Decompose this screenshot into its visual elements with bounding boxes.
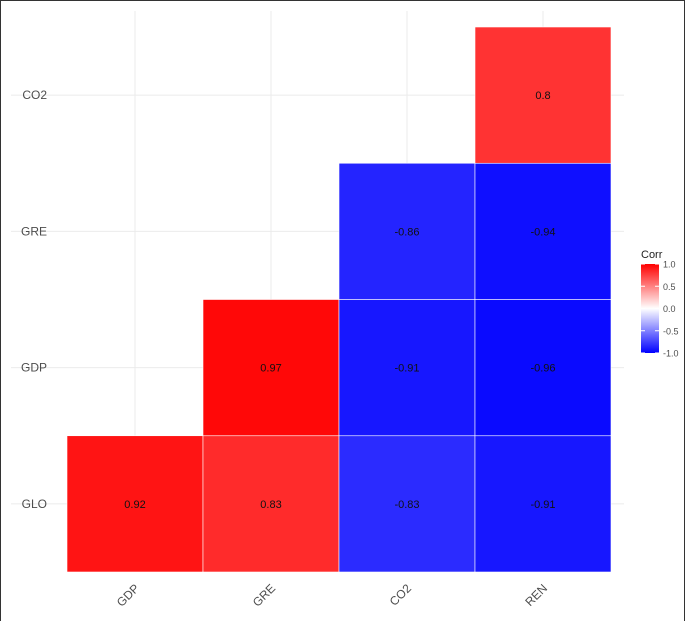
cell-label-co2-gre: -0.86 bbox=[394, 226, 419, 238]
cell-co2-gdp bbox=[338, 299, 476, 437]
legend-title: Corr bbox=[641, 249, 663, 261]
cell-co2-glo bbox=[338, 435, 476, 573]
cell-label-ren-co2: 0.8 bbox=[535, 90, 550, 102]
y-axis: GLO GDP GRE CO2 bbox=[21, 88, 47, 511]
heatmap-cells bbox=[66, 26, 612, 573]
cell-gre-glo bbox=[202, 435, 340, 573]
x-tick-label-gre: GRE bbox=[250, 581, 278, 609]
cell-labels: 0.92 0.83 -0.83 -0.91 0.97 -0.91 -0.96 -0.86 -0.… bbox=[124, 90, 555, 511]
y-tick-label-gdp: GDP bbox=[21, 361, 47, 375]
x-tick-label-gdp: GDP bbox=[114, 581, 142, 609]
legend-tick-label: -0.5 bbox=[663, 326, 679, 336]
cell-co2-gre bbox=[338, 162, 476, 300]
cell-gdp-glo bbox=[66, 435, 204, 573]
cell-label-ren-gdp: -0.96 bbox=[530, 363, 555, 375]
cell-label-ren-gre: -0.94 bbox=[530, 226, 555, 238]
cell-ren-co2 bbox=[474, 26, 612, 164]
legend-tick-label: -1.0 bbox=[663, 349, 679, 359]
x-tick-label-co2: CO2 bbox=[387, 581, 415, 609]
legend-ticks: 1.0 0.5 0.0 -0.5 -1.0 bbox=[641, 260, 679, 359]
cell-label-co2-glo: -0.83 bbox=[394, 499, 419, 511]
y-tick-label-gre: GRE bbox=[21, 224, 47, 238]
cell-ren-glo bbox=[474, 435, 612, 573]
legend: Corr 1.0 0.5 0.0 -0.5 -1.0 bbox=[641, 249, 679, 359]
cell-label-ren-glo: -0.91 bbox=[530, 499, 555, 511]
y-tick-label-co2: CO2 bbox=[22, 88, 47, 102]
cell-label-gdp-glo: 0.92 bbox=[124, 499, 145, 511]
cell-label-co2-gdp: -0.91 bbox=[394, 363, 419, 375]
legend-tick-label: 0.5 bbox=[663, 282, 676, 292]
y-tick-label-glo: GLO bbox=[22, 497, 47, 511]
cell-label-gre-glo: 0.83 bbox=[260, 499, 281, 511]
cell-label-gre-gdp: 0.97 bbox=[260, 363, 281, 375]
cell-ren-gre bbox=[474, 162, 612, 300]
x-axis: GDP GRE CO2 REN bbox=[114, 581, 550, 610]
legend-colorbar bbox=[641, 264, 659, 353]
legend-tick-label: 1.0 bbox=[663, 260, 676, 270]
legend-tick-label: 0.0 bbox=[663, 304, 676, 314]
x-tick-label-ren: REN bbox=[522, 581, 550, 609]
